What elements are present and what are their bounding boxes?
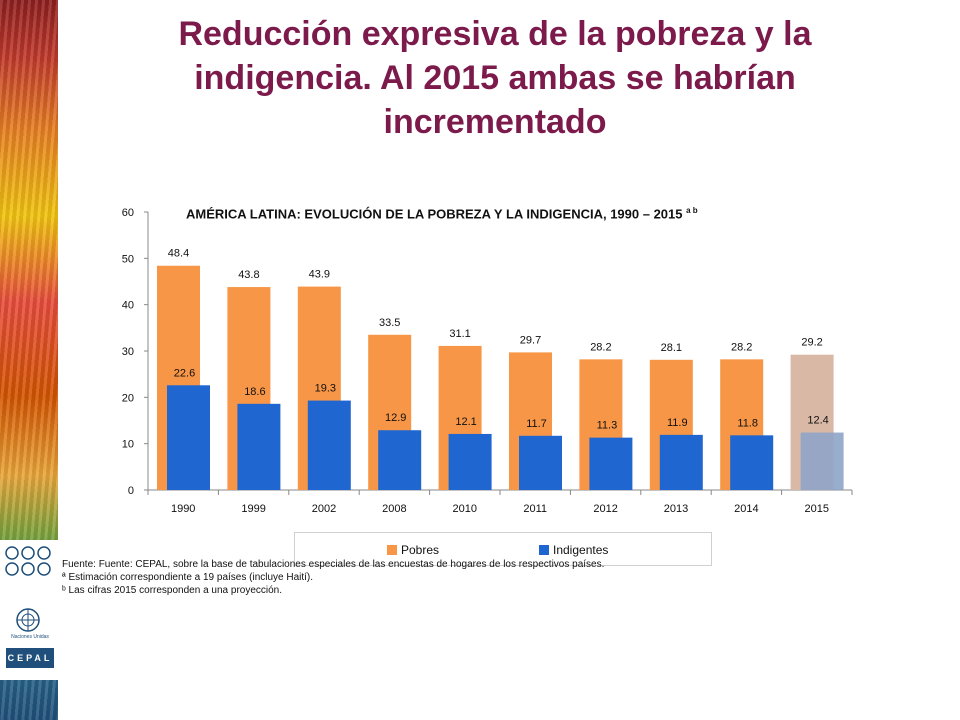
- data-label-pobres: 31.1: [449, 328, 470, 340]
- legend-item-indigentes: Indigentes: [539, 543, 608, 557]
- data-label-indigentes: 11.8: [737, 417, 758, 429]
- bar-indigentes: [167, 385, 210, 490]
- bar-indigentes: [519, 435, 562, 490]
- legend-label-pobres: Pobres: [401, 543, 440, 557]
- y-tick-label: 40: [122, 300, 134, 312]
- legend-swatch-indigentes: [539, 545, 549, 555]
- footnotes: Fuente: Fuente: CEPAL, sobre la base de …: [62, 558, 762, 597]
- un-label: Naciones Unidas: [11, 634, 49, 640]
- bar-indigentes: [307, 400, 351, 490]
- y-tick-label: 50: [122, 253, 134, 265]
- x-tick-label: 1990: [171, 503, 195, 515]
- bar-indigentes: [659, 434, 703, 490]
- cepal-logo: CEPAL: [6, 648, 54, 668]
- data-label-indigentes: 12.1: [455, 416, 476, 428]
- legend-swatch-pobres: [387, 545, 397, 555]
- x-tick-label: 1999: [241, 503, 265, 515]
- bar-indigentes: [378, 430, 422, 490]
- data-label-pobres: 43.9: [309, 269, 330, 281]
- x-tick-label: 2014: [734, 503, 758, 515]
- data-label-pobres: 29.2: [801, 337, 822, 349]
- data-label-pobres: 33.5: [379, 317, 400, 329]
- data-label-pobres: 28.2: [731, 341, 752, 353]
- data-label-indigentes: 11.3: [597, 420, 618, 432]
- bar-indigentes: [448, 433, 492, 490]
- y-tick-label: 20: [122, 392, 134, 404]
- legend-item-pobres: Pobres: [387, 543, 439, 557]
- data-label-pobres: 48.4: [168, 248, 189, 260]
- x-tick-label: 2008: [382, 503, 406, 515]
- y-tick-label: 30: [122, 346, 134, 358]
- footnote-b: ᵇ Las cifras 2015 corresponden a una pro…: [62, 585, 283, 596]
- rings-icon: [5, 546, 51, 576]
- data-label-indigentes: 22.6: [174, 367, 195, 379]
- data-label-indigentes: 12.4: [807, 415, 828, 427]
- chart-title-superscript: a b: [686, 206, 698, 215]
- bar-indigentes: [589, 437, 633, 490]
- data-label-indigentes: 12.9: [385, 412, 406, 424]
- x-tick-label: 2015: [805, 503, 829, 515]
- chart-legend: Pobres Indigentes: [294, 532, 712, 566]
- x-tick-label: 2010: [453, 503, 477, 515]
- x-tick-label: 2011: [523, 503, 547, 515]
- y-tick-label: 10: [122, 439, 134, 451]
- data-label-pobres: 43.8: [238, 269, 259, 281]
- y-tick-label: 60: [122, 207, 134, 219]
- data-label-pobres: 29.7: [520, 334, 541, 346]
- data-label-pobres: 28.2: [590, 341, 611, 353]
- data-label-indigentes: 19.3: [315, 383, 336, 395]
- legend-label-indigentes: Indigentes: [553, 543, 609, 557]
- un-emblem-icon: [16, 608, 40, 632]
- chart-title-text: AMÉRICA LATINA: EVOLUCIÓN DE LA POBREZA …: [186, 206, 683, 222]
- data-label-indigentes: 18.6: [244, 386, 265, 398]
- data-label-pobres: 28.1: [661, 342, 682, 354]
- page-title: Reducción expresiva de la pobreza y la i…: [178, 15, 812, 141]
- bar-indigentes: [800, 432, 844, 490]
- bar-indigentes: [730, 435, 774, 490]
- x-tick-label: 2013: [664, 503, 688, 515]
- data-label-indigentes: 11.9: [667, 417, 688, 429]
- footnote-a: ª Estimación correspondiente a 19 países…: [62, 572, 314, 583]
- bar-indigentes: [237, 403, 281, 490]
- chart-title: AMÉRICA LATINA: EVOLUCIÓN DE LA POBREZA …: [186, 206, 846, 221]
- x-tick-label: 2012: [593, 503, 617, 515]
- footnote-source: Fuente: Fuente: CEPAL, sobre la base de …: [62, 559, 605, 570]
- y-tick-label: 0: [128, 485, 134, 497]
- data-label-indigentes: 11.7: [526, 418, 547, 430]
- x-tick-label: 2002: [312, 503, 336, 515]
